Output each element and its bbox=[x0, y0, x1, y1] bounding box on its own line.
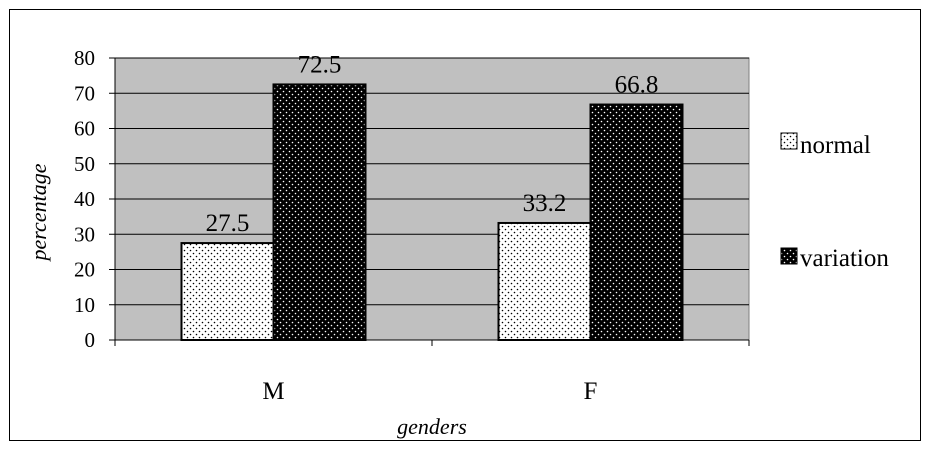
y-tick-label: 30 bbox=[74, 222, 95, 246]
legend-swatch-variation bbox=[780, 247, 798, 265]
y-tick-label: 20 bbox=[74, 258, 95, 282]
axes bbox=[109, 57, 750, 346]
y-tick-label: 10 bbox=[74, 293, 95, 317]
y-axis-title: percentage bbox=[26, 163, 51, 262]
y-tick-label: 80 bbox=[74, 46, 95, 70]
y-tick-label: 60 bbox=[74, 117, 95, 141]
y-tick-label: 50 bbox=[74, 152, 95, 176]
bar-normal-F bbox=[497, 221, 592, 341]
legend-swatch-normal bbox=[780, 132, 798, 150]
bars-group bbox=[180, 83, 684, 341]
bar-variation-M bbox=[272, 83, 367, 341]
x-axis-title: genders bbox=[397, 414, 467, 439]
y-tick-labels: 0 10 20 30 40 50 60 70 80 bbox=[74, 46, 95, 352]
data-label-variation-F: 66.8 bbox=[615, 72, 659, 99]
data-labels: 27.5 72.5 33.2 66.8 bbox=[206, 51, 659, 237]
bar-normal-M bbox=[180, 242, 275, 341]
y-tick-label: 40 bbox=[74, 187, 95, 211]
legend-label-normal: normal bbox=[800, 132, 871, 159]
data-label-normal-F: 33.2 bbox=[523, 190, 567, 217]
y-tick-label: 0 bbox=[85, 328, 96, 352]
category-label-F: F bbox=[584, 378, 598, 405]
bar-variation-F bbox=[589, 103, 684, 341]
category-label-M: M bbox=[262, 378, 284, 405]
legend: normal variation bbox=[780, 132, 889, 272]
data-label-variation-M: 72.5 bbox=[298, 51, 342, 78]
data-label-normal-M: 27.5 bbox=[206, 210, 250, 237]
y-tick-label: 70 bbox=[74, 81, 95, 105]
legend-label-variation: variation bbox=[800, 245, 889, 272]
